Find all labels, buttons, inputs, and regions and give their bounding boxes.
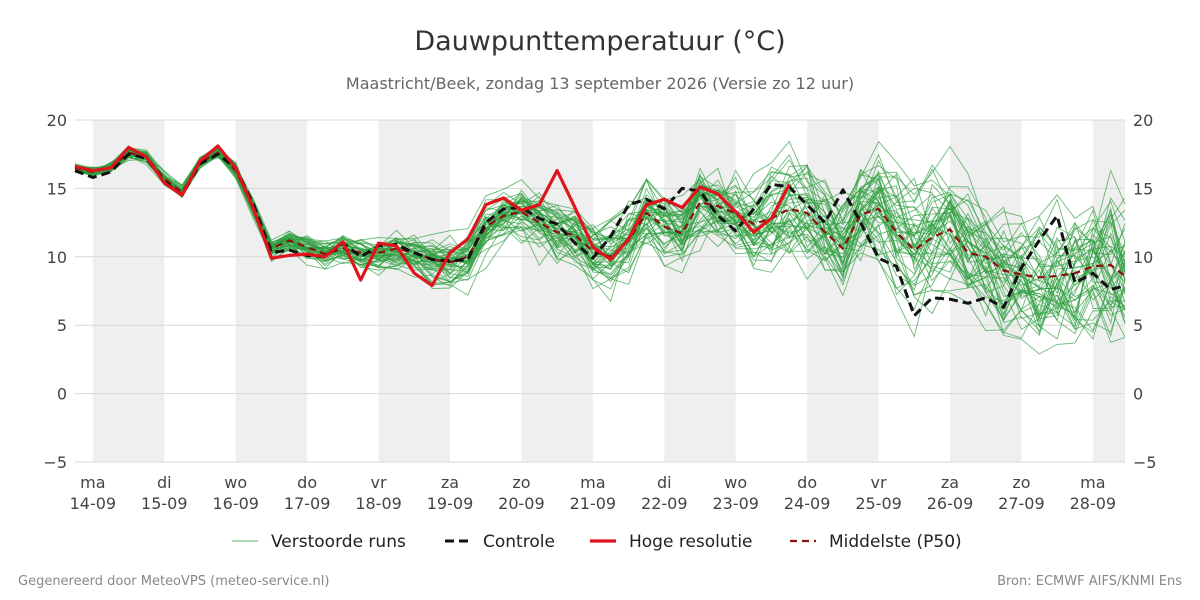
- x-tick-date: 26-09: [927, 494, 974, 513]
- x-tick-day: ma: [580, 473, 605, 492]
- x-tick-day: ma: [80, 473, 105, 492]
- y-tick-label-left: 0: [57, 385, 67, 404]
- legend-ensemble-label: Verstoorde runs: [271, 532, 406, 552]
- x-tick-day: zo: [512, 473, 530, 492]
- y-tick-label-right: 0: [1133, 385, 1143, 404]
- x-tick-day: di: [657, 473, 672, 492]
- footer-source: Bron: ECMWF AIFS/KNMI Ens: [997, 574, 1182, 589]
- x-tick-labels: ma 14-09 di 15-09 wo 16-09 do 17-09 vr 18-09 za 19-…: [70, 473, 1117, 513]
- x-tick-day: wo: [224, 473, 247, 492]
- x-tick-day: vr: [871, 473, 887, 492]
- y-tick-label-left: 15: [47, 179, 67, 198]
- y-tick-label-left: 20: [47, 111, 67, 130]
- x-tick-day: zo: [1012, 473, 1030, 492]
- legend-hires-label: Hoge resolutie: [629, 532, 753, 552]
- x-tick-day: do: [797, 473, 817, 492]
- x-tick-date: 25-09: [855, 494, 902, 513]
- x-tick-date: 18-09: [355, 494, 402, 513]
- day-shade-band: [92, 120, 165, 462]
- legend: Verstoorde runs Controle Hoge resolutie …: [232, 532, 962, 552]
- x-tick-day: wo: [724, 473, 747, 492]
- x-tick-day: di: [157, 473, 172, 492]
- ensemble-member-line: [74, 147, 1126, 332]
- x-tick-day: vr: [371, 473, 387, 492]
- y-tick-label-right: 15: [1133, 179, 1153, 198]
- day-shade-band: [521, 120, 593, 462]
- y-tick-labels: −5 −5 0 0 5 5 10 10 15 15 20 20: [43, 111, 1156, 472]
- x-tick-date: 21-09: [570, 494, 617, 513]
- y-tick-label-right: 10: [1133, 248, 1153, 267]
- x-tick-date: 14-09: [70, 494, 117, 513]
- chart-title: Dauwpunttemperatuur (°C): [414, 26, 785, 57]
- grid-lines: [75, 119, 1125, 463]
- main-series: [74, 144, 1126, 318]
- x-tick-date: 20-09: [498, 494, 545, 513]
- x-tick-day: do: [297, 473, 317, 492]
- y-tick-label-right: −5: [1133, 453, 1157, 472]
- x-tick-day: za: [941, 473, 959, 492]
- x-tick-day: ma: [1080, 473, 1105, 492]
- x-tick-date: 22-09: [641, 494, 688, 513]
- day-shade-band: [664, 120, 736, 462]
- legend-control-label: Controle: [483, 532, 555, 552]
- x-tick-date: 16-09: [212, 494, 259, 513]
- ensemble-member-line: [74, 152, 1126, 295]
- y-tick-label-right: 20: [1133, 111, 1153, 130]
- footer-generator: Gegenereerd door MeteoVPS (meteo-service…: [18, 574, 329, 589]
- day-shade-band: [807, 120, 879, 462]
- x-tick-date: 28-09: [1070, 494, 1117, 513]
- y-tick-label-left: 10: [47, 248, 67, 267]
- hires-line: [74, 144, 791, 288]
- x-tick-date: 27-09: [998, 494, 1045, 513]
- y-tick-label-left: −5: [43, 453, 67, 472]
- x-tick-date: 23-09: [712, 494, 759, 513]
- weekday-shading: [92, 120, 1125, 462]
- x-tick-date: 24-09: [784, 494, 831, 513]
- x-tick-date: 17-09: [284, 494, 331, 513]
- chart-subtitle: Maastricht/Beek, zondag 13 september 202…: [346, 74, 854, 93]
- y-tick-label-right: 5: [1133, 316, 1143, 335]
- day-shade-band: [378, 120, 450, 462]
- x-tick-date: 19-09: [427, 494, 474, 513]
- day-shade-band: [235, 120, 308, 462]
- x-tick-date: 15-09: [141, 494, 188, 513]
- y-tick-label-left: 5: [57, 316, 67, 335]
- ensemble-member-line: [74, 155, 1126, 325]
- legend-median-label: Middelste (P50): [829, 532, 962, 552]
- x-tick-day: za: [441, 473, 459, 492]
